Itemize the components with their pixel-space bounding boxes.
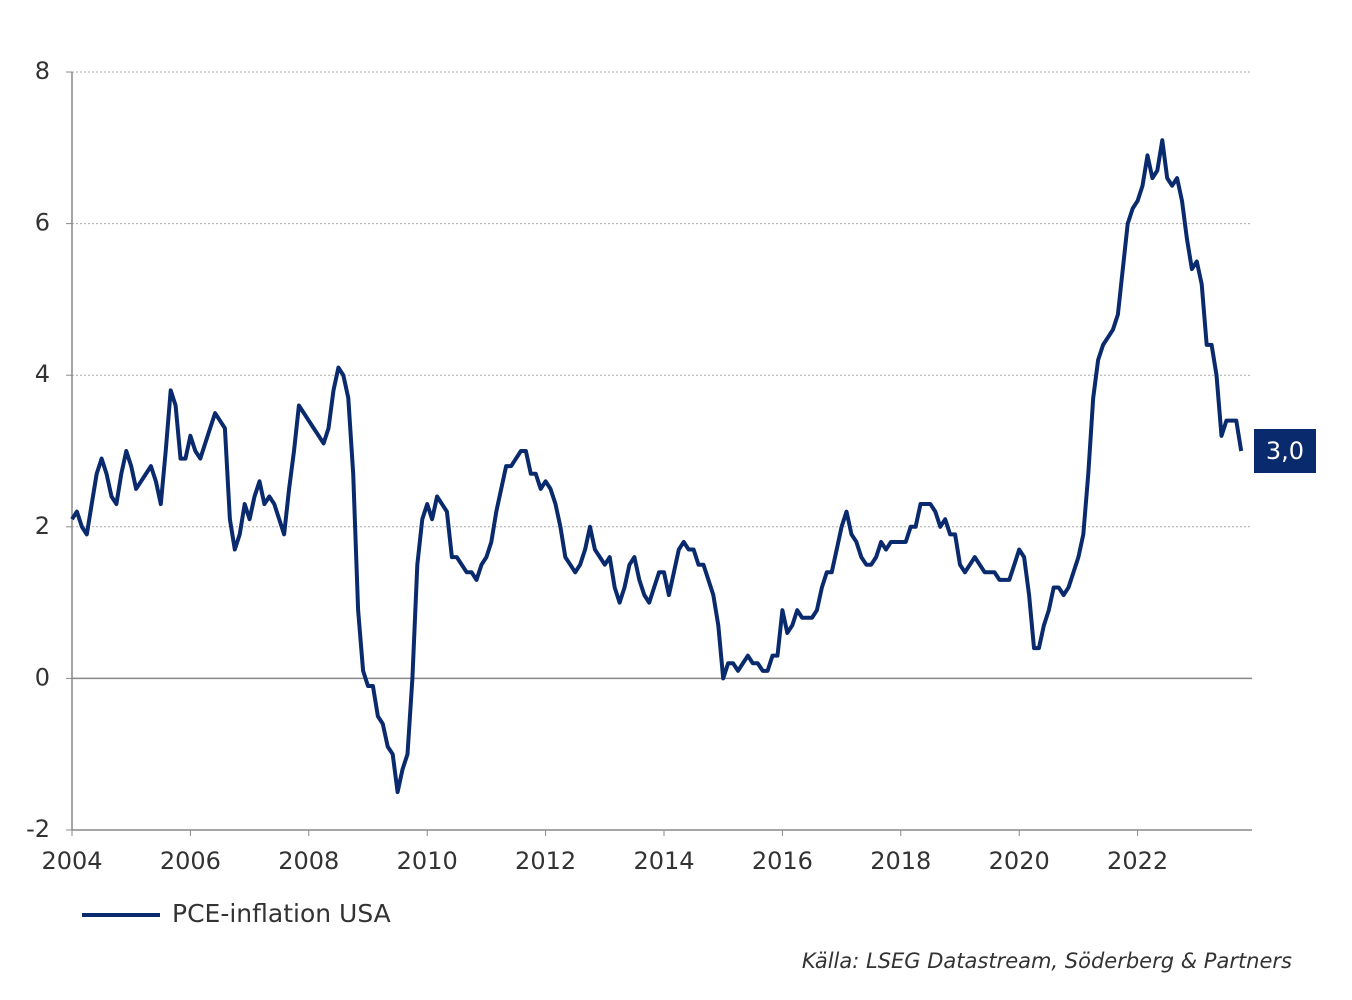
x-tick-label: 2006 [160, 847, 221, 875]
y-tick-label: 2 [35, 512, 50, 540]
value-label: 3,0 [1266, 437, 1304, 465]
y-tick-label: 0 [35, 663, 50, 691]
x-tick-label: 2008 [278, 847, 339, 875]
legend-label: PCE-inflation USA [172, 899, 391, 928]
y-tick-label: 8 [35, 57, 50, 85]
x-tick-label: 2010 [397, 847, 458, 875]
source: Källa: LSEG Datastream, Söderberg & Part… [802, 949, 1292, 973]
line [70, 138, 1244, 795]
x-tick-label: 2020 [989, 847, 1050, 875]
x-tick-label: 2018 [870, 847, 931, 875]
y-tick-label: 4 [35, 360, 50, 388]
x-tick-label: 2004 [41, 847, 102, 875]
x-tick-label: 2016 [752, 847, 813, 875]
x-tick-label: 2022 [1107, 847, 1168, 875]
y-tick-label: -2 [26, 815, 50, 843]
value-label-box [1254, 429, 1316, 473]
x-tick-label: 2014 [633, 847, 694, 875]
y-tick-label: 6 [35, 209, 50, 237]
x-tick-label: 2012 [515, 847, 576, 875]
